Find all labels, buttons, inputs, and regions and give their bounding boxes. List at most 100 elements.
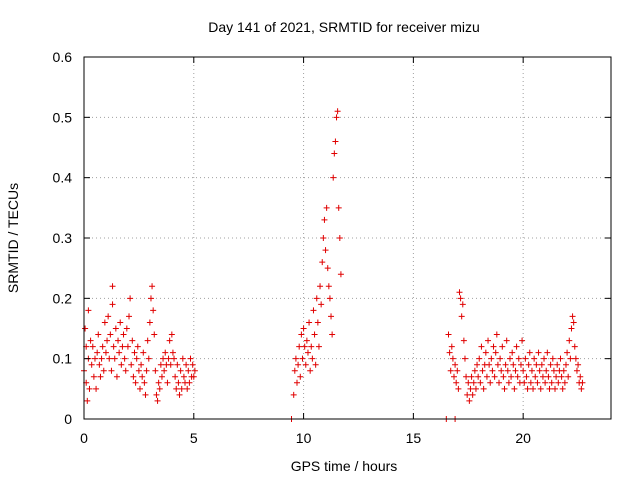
data-point xyxy=(111,355,118,362)
data-point xyxy=(101,319,108,326)
data-point xyxy=(449,355,456,362)
data-point xyxy=(335,204,342,211)
data-point xyxy=(573,367,580,374)
data-point xyxy=(557,355,564,362)
x-tick-label: 15 xyxy=(406,430,422,446)
data-point xyxy=(531,355,538,362)
data-point xyxy=(311,331,318,338)
data-point xyxy=(536,367,543,374)
data-point xyxy=(508,373,515,380)
data-point xyxy=(475,373,482,380)
data-point xyxy=(91,355,98,362)
data-point xyxy=(299,355,306,362)
data-point xyxy=(143,367,150,374)
data-point xyxy=(567,355,574,362)
data-point xyxy=(105,313,112,320)
data-point xyxy=(523,373,530,380)
data-point xyxy=(480,385,487,392)
data-point xyxy=(147,295,154,302)
data-point xyxy=(108,367,115,374)
data-point xyxy=(171,355,178,362)
data-point xyxy=(506,355,513,362)
data-point xyxy=(457,295,464,302)
data-point xyxy=(308,343,315,350)
data-point xyxy=(560,367,567,374)
data-point xyxy=(323,204,330,211)
data-point xyxy=(175,379,182,386)
data-point xyxy=(86,385,93,392)
data-point xyxy=(505,379,512,386)
data-point xyxy=(322,247,329,254)
data-point xyxy=(318,301,325,308)
data-point xyxy=(297,373,304,380)
data-point xyxy=(296,343,303,350)
data-point xyxy=(172,373,179,380)
data-point xyxy=(109,283,116,290)
data-point xyxy=(331,150,338,157)
data-point xyxy=(134,343,141,350)
data-point xyxy=(291,367,298,374)
data-point xyxy=(151,331,158,338)
data-point xyxy=(187,355,194,362)
data-point xyxy=(463,373,470,380)
data-point xyxy=(467,385,474,392)
data-point xyxy=(307,367,314,374)
data-point xyxy=(303,337,310,344)
data-point xyxy=(128,361,135,368)
data-point xyxy=(558,373,565,380)
data-point xyxy=(155,379,162,386)
data-point xyxy=(132,379,139,386)
x-tick-label: 5 xyxy=(190,430,198,446)
data-point xyxy=(99,343,106,350)
data-point xyxy=(130,373,137,380)
data-point xyxy=(502,361,509,368)
data-point xyxy=(177,367,184,374)
data-point xyxy=(539,373,546,380)
data-point xyxy=(89,343,96,350)
data-point xyxy=(131,349,138,356)
data-point xyxy=(123,325,130,332)
data-point xyxy=(496,379,503,386)
data-point xyxy=(511,385,518,392)
data-point xyxy=(456,289,463,296)
data-point xyxy=(497,355,504,362)
data-point xyxy=(476,355,483,362)
data-point xyxy=(180,373,187,380)
data-point xyxy=(95,331,102,338)
data-point xyxy=(474,361,481,368)
data-point xyxy=(498,367,505,374)
data-point xyxy=(482,349,489,356)
data-point xyxy=(519,337,526,344)
data-point xyxy=(492,349,499,356)
axis-ticks xyxy=(83,56,611,420)
data-point xyxy=(104,337,111,344)
data-point xyxy=(142,391,149,398)
data-point xyxy=(166,337,173,344)
data-point xyxy=(487,379,494,386)
data-point xyxy=(490,343,497,350)
y-axis-label: SRMTID / TECUs xyxy=(5,183,21,293)
data-point xyxy=(499,343,506,350)
data-point xyxy=(477,379,484,386)
data-point xyxy=(174,361,181,368)
data-point xyxy=(514,373,521,380)
data-point xyxy=(512,367,519,374)
data-point xyxy=(448,343,455,350)
data-point xyxy=(302,361,309,368)
data-point xyxy=(532,373,539,380)
data-point xyxy=(139,373,146,380)
data-point xyxy=(528,367,535,374)
data-point xyxy=(184,385,191,392)
data-point xyxy=(460,337,467,344)
data-point xyxy=(317,283,324,290)
data-point xyxy=(468,373,475,380)
data-point xyxy=(546,385,553,392)
data-point xyxy=(465,379,472,386)
data-point xyxy=(555,379,562,386)
data-point xyxy=(116,349,123,356)
data-point xyxy=(140,349,147,356)
data-point xyxy=(115,337,122,344)
data-point xyxy=(165,355,172,362)
data-point xyxy=(521,379,528,386)
data-point xyxy=(107,331,114,338)
